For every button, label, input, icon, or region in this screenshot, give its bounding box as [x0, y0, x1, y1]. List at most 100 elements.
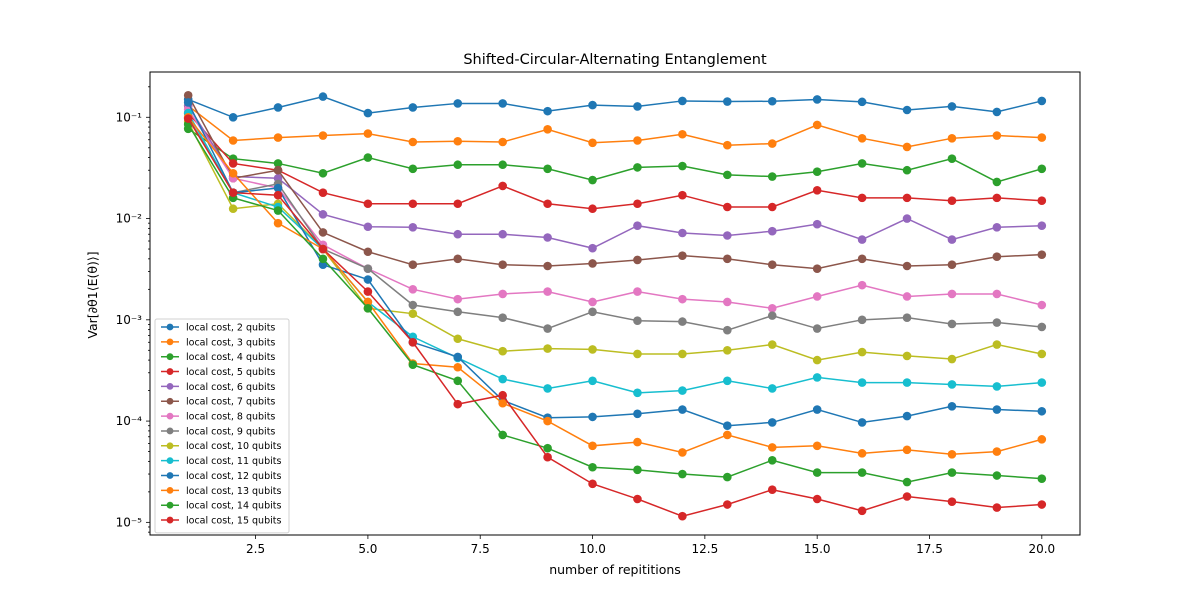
data-point: [857, 315, 867, 325]
data-point: [812, 355, 822, 365]
data-point: [633, 199, 642, 209]
data-point: [363, 297, 373, 307]
series-1: [183, 92, 1047, 122]
data-point: [498, 398, 507, 408]
y-axis-label: Var[∂θ1⟨E(θ)⟩]: [85, 251, 100, 338]
legend-swatch-marker: [166, 442, 174, 450]
data-point: [723, 421, 732, 431]
legend-swatch-marker: [166, 368, 174, 375]
legend-label: local cost, 10 qubits: [186, 441, 281, 452]
data-point: [453, 229, 463, 239]
data-point: [363, 153, 373, 162]
legend-swatch-marker: [166, 353, 174, 361]
data-point: [363, 287, 373, 296]
data-point: [992, 340, 1002, 349]
plot-area: [149, 71, 1081, 536]
legend-swatch-marker: [166, 323, 174, 331]
legend-item: local cost, 8 qubits: [161, 412, 275, 423]
legend-item: local cost, 15 qubits: [161, 515, 281, 526]
data-point: [498, 260, 507, 270]
x-tick-label: 20.0: [1028, 542, 1055, 556]
data-point: [588, 175, 597, 185]
data-point: [543, 443, 552, 453]
data-point: [633, 349, 642, 359]
data-point: [453, 376, 463, 386]
data-point: [902, 492, 912, 501]
series-12: [183, 112, 1047, 459]
data-point: [947, 134, 957, 143]
y-tick-label: 10⁻²: [116, 212, 143, 226]
data-point: [183, 90, 193, 100]
data-point: [408, 337, 418, 347]
data-point: [947, 401, 957, 411]
data-point: [812, 405, 822, 414]
data-point: [767, 96, 777, 106]
data-point: [543, 164, 552, 174]
legend-swatch-marker: [166, 427, 174, 435]
data-point: [902, 378, 912, 387]
data-point: [633, 221, 642, 230]
x-tick-label: 17.5: [916, 542, 943, 556]
data-point: [723, 376, 732, 386]
data-point: [633, 316, 642, 326]
data-point: [812, 186, 822, 195]
data-point: [498, 99, 507, 108]
legend-label: local cost, 13 qubits: [186, 486, 281, 497]
data-point: [543, 416, 552, 426]
data-point: [633, 255, 642, 265]
data-point: [678, 386, 687, 395]
data-point: [723, 170, 732, 180]
data-point: [453, 352, 463, 362]
data-point: [767, 172, 777, 181]
data-point: [318, 92, 328, 101]
legend-label: local cost, 6 qubits: [186, 382, 275, 393]
data-point: [812, 120, 822, 130]
series-line: [187, 105, 1042, 249]
data-point: [543, 324, 552, 333]
data-point: [857, 280, 867, 290]
data-point: [408, 285, 418, 294]
data-point: [318, 210, 328, 219]
data-point: [992, 447, 1002, 456]
data-point: [857, 468, 867, 477]
legend-label: local cost, 12 qubits: [186, 471, 281, 482]
data-point: [228, 204, 238, 214]
series-line: [187, 95, 1042, 119]
series-5: [183, 101, 1047, 253]
data-point: [588, 462, 597, 472]
legend-item: local cost, 6 qubits: [161, 382, 275, 393]
data-point: [498, 181, 507, 191]
data-point: [408, 164, 418, 174]
data-point: [902, 261, 912, 271]
data-point: [498, 289, 507, 299]
x-tick-label: 12.5: [691, 542, 718, 556]
data-point: [363, 275, 373, 284]
data-point: [678, 251, 687, 260]
data-point: [498, 374, 507, 384]
data-point: [992, 503, 1002, 512]
data-point: [588, 479, 597, 489]
data-point: [183, 98, 193, 107]
data-point: [812, 494, 822, 504]
data-point: [723, 202, 732, 212]
series-line: [187, 118, 1042, 517]
data-point: [408, 222, 418, 232]
legend-swatch-marker: [166, 501, 174, 509]
series-10: [183, 108, 1047, 398]
data-point: [1037, 164, 1047, 174]
data-point: [992, 289, 1002, 299]
x-tick-label: 10.0: [579, 542, 606, 556]
data-point: [453, 199, 463, 209]
data-point: [453, 334, 463, 344]
data-point: [857, 449, 867, 458]
data-point: [812, 324, 822, 333]
data-point: [857, 506, 867, 516]
legend-box: [154, 318, 290, 534]
legend-swatch-marker: [166, 457, 174, 465]
data-point: [453, 160, 463, 170]
data-point: [767, 485, 777, 495]
data-point: [318, 228, 328, 237]
data-point: [543, 384, 552, 393]
data-point: [273, 159, 283, 168]
data-point: [678, 317, 687, 326]
